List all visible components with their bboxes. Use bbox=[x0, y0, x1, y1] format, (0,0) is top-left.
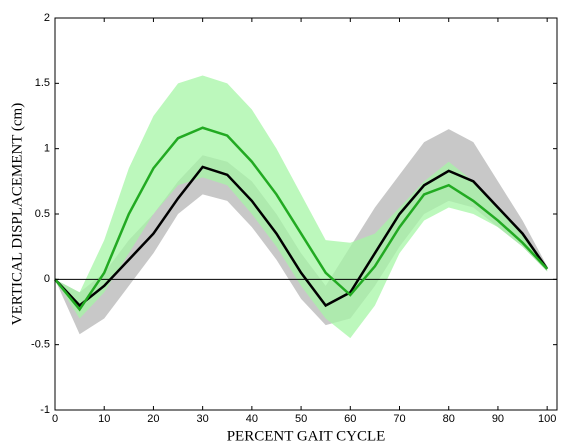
x-tick-label: 60 bbox=[344, 413, 356, 425]
band bbox=[55, 75, 548, 339]
x-tick-label: 40 bbox=[246, 413, 258, 425]
band bbox=[55, 129, 548, 335]
y-tick-label: 0.5 bbox=[35, 208, 50, 220]
line bbox=[54, 126, 549, 312]
x-tick-label: 30 bbox=[197, 413, 209, 425]
y-tick-label: -0.5 bbox=[31, 339, 50, 351]
x-tick-label: 100 bbox=[538, 413, 556, 425]
x-axis-title: PERCENT GAIT CYCLE bbox=[227, 428, 386, 444]
x-tick-label: 20 bbox=[147, 413, 159, 425]
x-tick-label: 80 bbox=[443, 413, 455, 425]
x-tick-label: 70 bbox=[393, 413, 405, 425]
line bbox=[54, 165, 549, 308]
x-tick-label: 90 bbox=[492, 413, 504, 425]
x-tick-label: 0 bbox=[52, 413, 58, 425]
y-tick-label: 0 bbox=[44, 273, 50, 285]
y-axis-title: VERTICAL DISPLACEMENT (cm) bbox=[9, 103, 25, 325]
y-tick-label: -1 bbox=[40, 404, 50, 416]
y-tick-label: 1 bbox=[44, 143, 50, 155]
y-tick-label: 2 bbox=[44, 12, 50, 24]
x-tick-label: 10 bbox=[98, 413, 110, 425]
y-tick-label: 1.5 bbox=[35, 77, 50, 89]
x-tick-label: 50 bbox=[295, 413, 307, 425]
